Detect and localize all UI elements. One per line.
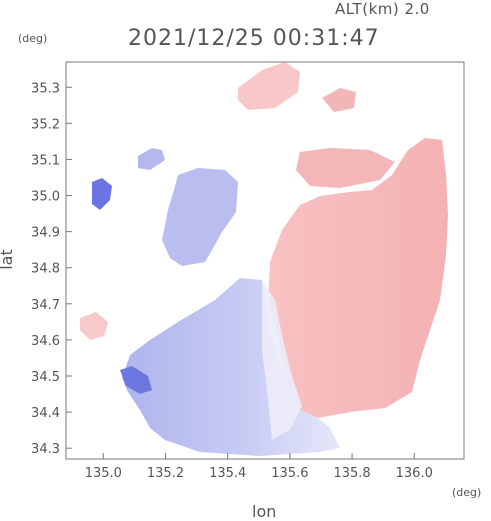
altitude-label: ALT(km) 2.0	[335, 0, 430, 18]
x-tick-label: 135.2	[147, 466, 184, 481]
near-zero-band	[262, 280, 302, 440]
x-tick-label: 136.0	[396, 466, 433, 481]
y-tick-label: 34.7	[31, 298, 60, 313]
y-tick-label: 35.3	[31, 81, 60, 96]
receding-echo-north	[296, 148, 395, 188]
timestamp-label: 2021/12/25 00:31:47	[128, 26, 380, 51]
y-tick-label: 34.4	[31, 406, 60, 421]
x-tick-label: 135.8	[333, 466, 370, 481]
x-unit-label: (deg)	[452, 486, 482, 499]
x-axis-label: lon	[252, 502, 277, 521]
x-tick-label: 135.6	[271, 466, 308, 481]
receding-echo-region	[268, 138, 448, 418]
receding-echo-top	[238, 62, 300, 110]
approaching-echo-strong-sw	[120, 366, 152, 394]
axis-ticks: 135.0 135.2 135.4 135.6 135.8 136.0 35.3 35.2 35…	[31, 81, 433, 481]
approaching-echo-strong-west	[92, 178, 112, 210]
receding-echo-top-right	[322, 88, 356, 112]
approaching-echo-small	[138, 148, 165, 170]
y-unit-label: (deg)	[18, 32, 48, 45]
y-tick-label: 34.3	[31, 442, 60, 457]
receding-echo-west	[80, 312, 108, 340]
y-tick-label: 34.8	[31, 262, 60, 277]
y-tick-label: 35.2	[31, 117, 60, 132]
y-tick-label: 35.1	[31, 153, 60, 168]
x-tick-label: 135.4	[209, 466, 246, 481]
y-tick-label: 34.9	[31, 226, 60, 241]
x-tick-label: 135.0	[85, 466, 122, 481]
y-tick-label: 34.5	[31, 370, 60, 385]
y-tick-label: 34.6	[31, 334, 60, 349]
y-tick-label: 35.0	[31, 190, 60, 205]
approaching-echo-northwest	[162, 168, 238, 266]
